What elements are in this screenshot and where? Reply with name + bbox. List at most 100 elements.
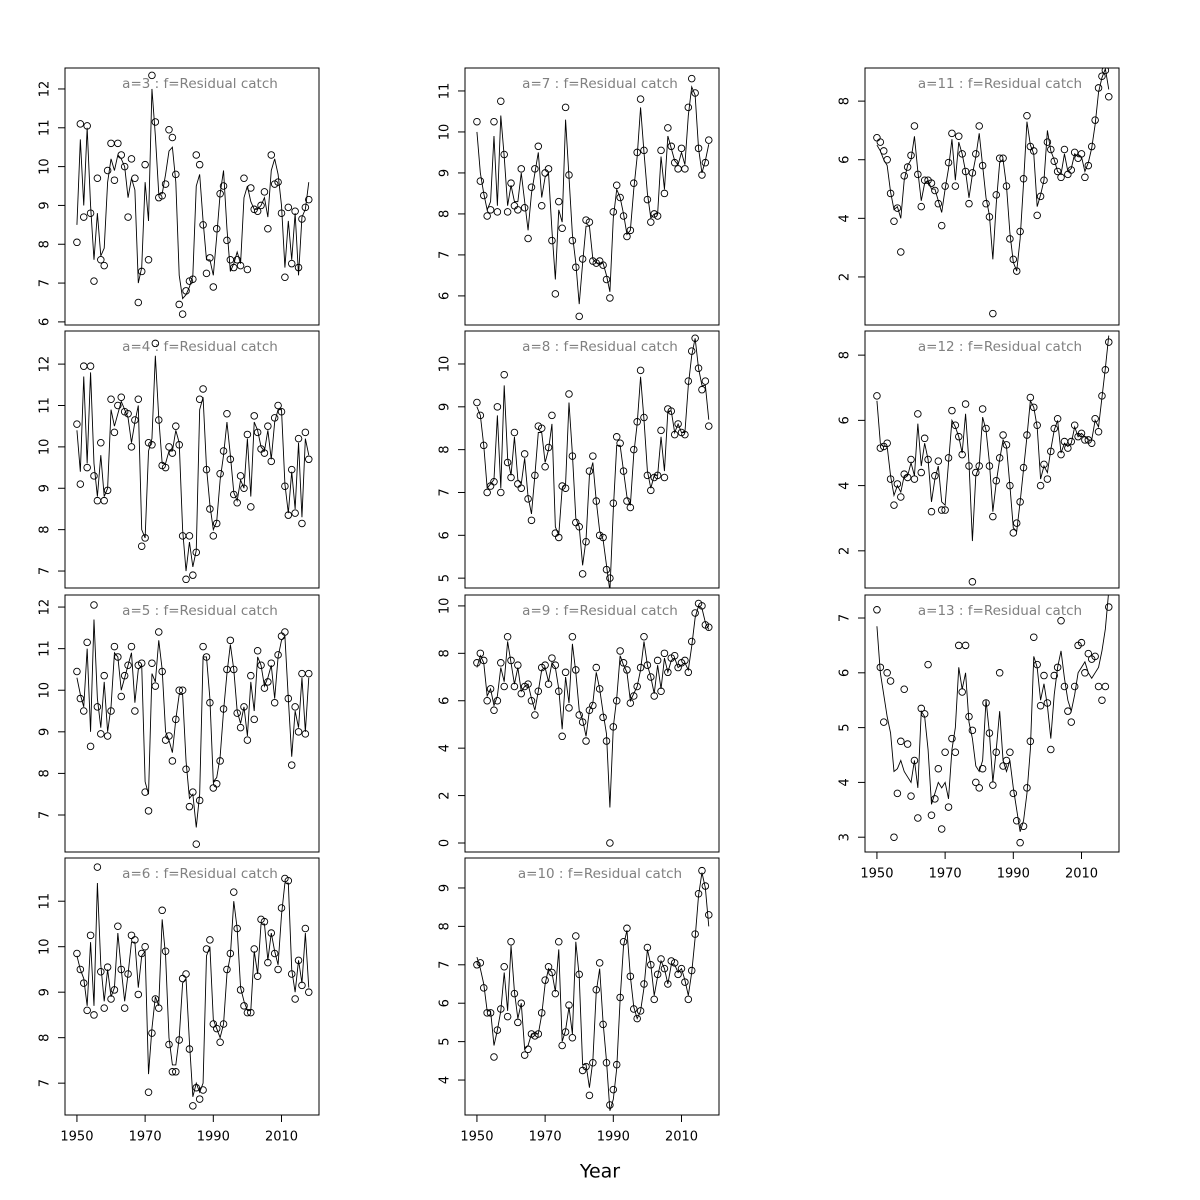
data-point bbox=[1047, 145, 1055, 154]
y-tick-label: 4 bbox=[838, 778, 853, 786]
panel: 5 6 7 8 9 10 a=8 : f=Residual catch bbox=[438, 330, 720, 589]
data-point bbox=[97, 730, 105, 738]
y-tick-label: 7 bbox=[438, 488, 453, 496]
y-tick-label: 10 bbox=[38, 682, 53, 699]
data-point bbox=[660, 473, 669, 482]
data-point bbox=[1077, 638, 1086, 647]
data-point bbox=[1057, 617, 1065, 625]
data-point bbox=[305, 669, 313, 678]
data-point bbox=[978, 405, 987, 413]
data-point bbox=[83, 638, 91, 647]
data-point bbox=[294, 728, 303, 736]
data-point bbox=[110, 642, 119, 651]
data-point bbox=[100, 261, 108, 270]
fitted-line bbox=[476, 338, 710, 588]
data-point bbox=[305, 988, 313, 996]
data-point bbox=[151, 339, 160, 348]
data-point bbox=[664, 980, 672, 988]
y-tick-label: 6 bbox=[838, 416, 853, 424]
data-point bbox=[520, 450, 529, 458]
data-point bbox=[972, 778, 980, 787]
y-tick-label: 6 bbox=[838, 669, 853, 677]
data-point bbox=[1094, 428, 1103, 436]
data-point bbox=[978, 764, 987, 773]
data-point bbox=[131, 707, 139, 715]
data-point bbox=[582, 737, 590, 745]
data-point bbox=[76, 120, 85, 128]
data-point bbox=[281, 273, 289, 281]
data-point bbox=[524, 234, 532, 243]
data-point bbox=[589, 452, 597, 460]
data-point bbox=[1033, 211, 1041, 220]
data-point bbox=[510, 428, 519, 437]
y-tick-label: 9 bbox=[438, 169, 453, 177]
data-point bbox=[301, 428, 310, 437]
y-tick-label: 12 bbox=[38, 599, 53, 616]
data-point bbox=[199, 642, 207, 651]
data-point bbox=[236, 723, 245, 732]
data-point bbox=[1040, 671, 1048, 680]
data-point bbox=[910, 122, 919, 130]
data-point bbox=[684, 103, 693, 112]
y-tick-label: 10 bbox=[38, 158, 53, 175]
data-point bbox=[999, 431, 1007, 439]
data-point bbox=[568, 632, 577, 641]
data-point bbox=[890, 217, 898, 226]
data-point bbox=[1030, 403, 1038, 412]
data-point bbox=[897, 248, 905, 256]
data-point bbox=[558, 732, 566, 741]
data-point bbox=[575, 312, 583, 321]
data-point bbox=[267, 151, 276, 159]
data-point bbox=[1019, 822, 1028, 830]
data-point bbox=[260, 188, 269, 196]
data-point bbox=[291, 509, 299, 517]
data-point bbox=[561, 103, 570, 112]
data-point bbox=[633, 682, 641, 691]
data-point bbox=[900, 685, 908, 694]
data-point bbox=[592, 663, 601, 672]
y-tick-label: 11 bbox=[38, 640, 53, 657]
data-point bbox=[486, 685, 495, 693]
data-point bbox=[287, 761, 296, 769]
data-point bbox=[493, 208, 502, 216]
data-point bbox=[514, 206, 522, 214]
data-point bbox=[110, 176, 119, 184]
data-point bbox=[606, 839, 614, 847]
plot-area bbox=[873, 335, 1113, 586]
data-point bbox=[144, 1088, 153, 1097]
data-point bbox=[555, 937, 563, 946]
data-point bbox=[165, 125, 173, 134]
data-point bbox=[684, 995, 693, 1004]
y-tick-label: 7 bbox=[38, 1079, 53, 1087]
data-point bbox=[1070, 682, 1079, 691]
data-point bbox=[114, 139, 122, 148]
data-point bbox=[192, 840, 201, 848]
data-point bbox=[127, 155, 136, 163]
data-point bbox=[124, 213, 132, 221]
data-point bbox=[941, 748, 949, 757]
data-point bbox=[199, 385, 207, 393]
panel-frame bbox=[864, 594, 1120, 853]
data-point bbox=[995, 154, 1004, 163]
data-point bbox=[503, 632, 512, 641]
panel-frame bbox=[64, 594, 320, 853]
data-point bbox=[951, 421, 960, 430]
data-point bbox=[955, 132, 963, 141]
data-point bbox=[73, 667, 81, 676]
data-point bbox=[524, 680, 532, 688]
data-point bbox=[90, 472, 98, 480]
data-point bbox=[212, 1024, 221, 1033]
plot-area bbox=[473, 74, 713, 321]
y-tick-label: 8 bbox=[838, 97, 853, 105]
data-point bbox=[636, 1007, 645, 1015]
panel-frame bbox=[464, 67, 720, 326]
data-point bbox=[903, 740, 912, 748]
data-point bbox=[670, 959, 679, 967]
y-tick-label: 8 bbox=[38, 526, 53, 534]
data-point bbox=[497, 659, 505, 667]
data-point bbox=[100, 496, 108, 505]
data-point bbox=[537, 424, 546, 432]
data-point bbox=[97, 438, 105, 447]
panel: 2 4 6 8 a=12 : f=Residual catch bbox=[838, 330, 1120, 589]
